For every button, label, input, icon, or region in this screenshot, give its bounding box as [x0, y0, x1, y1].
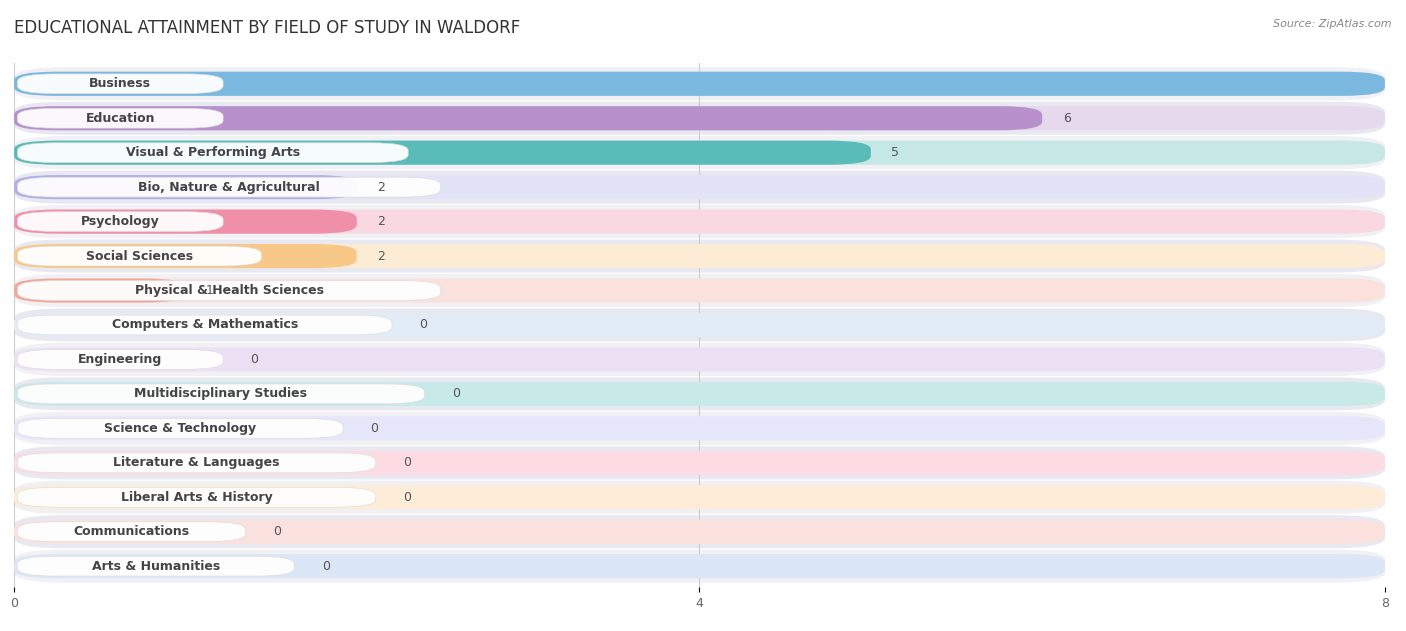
FancyBboxPatch shape [14, 481, 1385, 514]
FancyBboxPatch shape [14, 416, 1385, 440]
FancyBboxPatch shape [14, 278, 1385, 303]
FancyBboxPatch shape [17, 453, 375, 473]
Text: 2: 2 [377, 180, 385, 194]
Text: 0: 0 [419, 319, 427, 331]
Text: Arts & Humanities: Arts & Humanities [91, 560, 219, 573]
FancyBboxPatch shape [14, 347, 1385, 372]
FancyBboxPatch shape [14, 377, 1385, 410]
Text: Literature & Languages: Literature & Languages [114, 456, 280, 469]
FancyBboxPatch shape [14, 313, 1385, 337]
Text: Bio, Nature & Agricultural: Bio, Nature & Agricultural [138, 180, 321, 194]
Text: Engineering: Engineering [79, 353, 163, 366]
FancyBboxPatch shape [14, 343, 1385, 376]
Text: Liberal Arts & History: Liberal Arts & History [121, 491, 273, 504]
Text: 6: 6 [1063, 112, 1070, 125]
FancyBboxPatch shape [14, 72, 1385, 96]
Text: 2: 2 [377, 249, 385, 262]
FancyBboxPatch shape [17, 246, 262, 266]
Text: Multidisciplinary Studies: Multidisciplinary Studies [135, 387, 308, 401]
FancyBboxPatch shape [17, 177, 440, 197]
FancyBboxPatch shape [14, 274, 1385, 307]
Text: 0: 0 [404, 456, 411, 469]
FancyBboxPatch shape [14, 554, 1385, 578]
FancyBboxPatch shape [14, 520, 1385, 544]
FancyBboxPatch shape [14, 209, 1385, 233]
FancyBboxPatch shape [14, 240, 1385, 273]
Text: Physical & Health Sciences: Physical & Health Sciences [135, 284, 323, 297]
Text: Business: Business [90, 77, 152, 90]
FancyBboxPatch shape [14, 412, 1385, 445]
Text: Computers & Mathematics: Computers & Mathematics [111, 319, 298, 331]
FancyBboxPatch shape [14, 106, 1385, 130]
FancyBboxPatch shape [14, 485, 1385, 509]
FancyBboxPatch shape [17, 418, 343, 438]
FancyBboxPatch shape [14, 175, 1385, 199]
FancyBboxPatch shape [17, 109, 224, 128]
Text: 5: 5 [891, 146, 900, 159]
FancyBboxPatch shape [17, 350, 224, 369]
FancyBboxPatch shape [17, 557, 294, 576]
Text: 1: 1 [207, 284, 214, 297]
FancyBboxPatch shape [14, 451, 1385, 475]
FancyBboxPatch shape [14, 244, 357, 268]
FancyBboxPatch shape [14, 68, 1385, 100]
Text: Science & Technology: Science & Technology [104, 422, 256, 435]
FancyBboxPatch shape [17, 487, 375, 507]
Text: 0: 0 [273, 525, 281, 538]
FancyBboxPatch shape [17, 212, 224, 232]
Text: Psychology: Psychology [82, 215, 160, 228]
Text: 0: 0 [322, 560, 329, 573]
Text: Visual & Performing Arts: Visual & Performing Arts [125, 146, 299, 159]
FancyBboxPatch shape [14, 72, 1385, 96]
Text: 0: 0 [250, 353, 259, 366]
FancyBboxPatch shape [14, 141, 1385, 165]
FancyBboxPatch shape [17, 74, 224, 93]
FancyBboxPatch shape [14, 244, 1385, 268]
Text: 0: 0 [404, 491, 411, 504]
FancyBboxPatch shape [17, 384, 425, 404]
FancyBboxPatch shape [14, 106, 1042, 130]
FancyBboxPatch shape [14, 102, 1385, 135]
FancyBboxPatch shape [14, 141, 870, 165]
FancyBboxPatch shape [17, 143, 408, 163]
FancyBboxPatch shape [14, 278, 186, 303]
Text: Communications: Communications [73, 525, 190, 538]
FancyBboxPatch shape [14, 170, 1385, 204]
FancyBboxPatch shape [14, 205, 1385, 238]
Text: Source: ZipAtlas.com: Source: ZipAtlas.com [1274, 19, 1392, 29]
FancyBboxPatch shape [14, 550, 1385, 582]
Text: 2: 2 [377, 215, 385, 228]
Text: 0: 0 [371, 422, 378, 435]
FancyBboxPatch shape [14, 136, 1385, 169]
Text: EDUCATIONAL ATTAINMENT BY FIELD OF STUDY IN WALDORF: EDUCATIONAL ATTAINMENT BY FIELD OF STUDY… [14, 19, 520, 37]
FancyBboxPatch shape [14, 382, 1385, 406]
FancyBboxPatch shape [14, 309, 1385, 341]
FancyBboxPatch shape [17, 315, 392, 335]
FancyBboxPatch shape [14, 515, 1385, 548]
FancyBboxPatch shape [14, 446, 1385, 480]
FancyBboxPatch shape [14, 175, 357, 199]
FancyBboxPatch shape [17, 522, 246, 541]
Text: 0: 0 [451, 387, 460, 401]
Text: Social Sciences: Social Sciences [86, 249, 193, 262]
Text: Education: Education [86, 112, 155, 125]
FancyBboxPatch shape [17, 281, 440, 300]
FancyBboxPatch shape [14, 209, 357, 233]
